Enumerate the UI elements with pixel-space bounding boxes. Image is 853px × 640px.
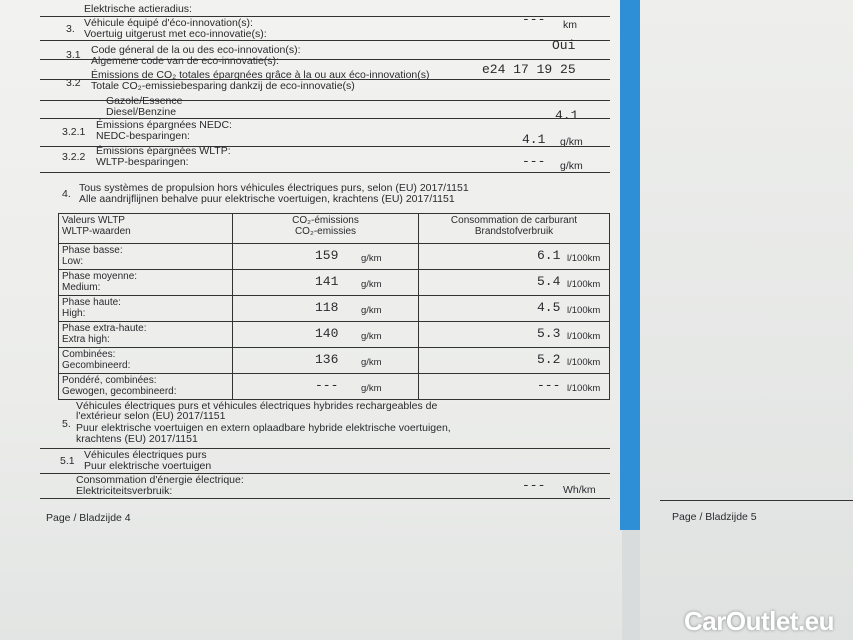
s321-nl: NEDC-besparingen: <box>96 130 190 142</box>
header-fr: CO₂-émissions <box>292 215 359 226</box>
blue-strip <box>620 0 640 530</box>
table-row: Combinées: Gecombineerd: 136 g/km 5.2 l/100… <box>58 347 610 374</box>
watermark-logo: CarOutlet.eu <box>684 606 835 636</box>
co2-unit: g/km <box>361 253 382 264</box>
s4-num: 4. <box>62 188 71 200</box>
co2-unit: g/km <box>361 383 382 394</box>
co2-value: --- <box>315 378 339 393</box>
document-page-4: Elektrische actieradius: 3. Véhicule équ… <box>0 0 622 640</box>
s322-fr: Émissions épargnées WLTP: <box>96 145 231 157</box>
s322-unit: g/km <box>560 160 583 172</box>
s4-fr: Tous systèmes de propulsion hors véhicul… <box>79 182 469 194</box>
row-label-nl: Gewogen, gecombineerd: <box>62 386 177 397</box>
s321-unit: g/km <box>560 136 583 148</box>
s3-answer: Oui <box>552 38 576 53</box>
s5-nl1: Puur elektrische voertuigen en extern op… <box>76 422 451 434</box>
table-row: Phase extra-haute: Extra high: 140 g/km 5.… <box>58 321 610 348</box>
table-row: Phase basse: Low: 159 g/km 6.1 l/100km <box>58 243 610 270</box>
wltp-table: Valeurs WLTP WLTP-waarden CO₂-émissions CO… <box>58 213 610 400</box>
table-row: Phase haute: High: 118 g/km 4.5 l/100km <box>58 295 610 322</box>
s32-nl: Totale CO₂-emissiebesparing dankzij de e… <box>91 80 355 92</box>
elec-nl: Elektriciteitsverbruik: <box>76 485 173 497</box>
s32-fr: Émissions de CO₂ totales épargnées grâce… <box>91 69 430 81</box>
fuel-value: 6.1 <box>537 248 561 263</box>
row-label-nl: Low: <box>62 256 84 267</box>
row-label-nl: Medium: <box>62 282 101 293</box>
co2-value: 159 <box>315 248 339 263</box>
document-page-5: Page / Bladzijde 5 <box>640 0 853 640</box>
s4-nl: Alle aandrijflijnen behalve puur elektri… <box>79 193 455 205</box>
row-label-fr: Phase haute: <box>62 297 121 308</box>
table-header: Valeurs WLTP WLTP-waarden CO₂-émissions CO… <box>58 213 610 244</box>
elec-fr: Consommation d'énergie électrique: <box>76 474 244 486</box>
s3-unit: km <box>563 19 577 31</box>
row-label-nl: High: <box>62 308 86 319</box>
co2-unit: g/km <box>361 305 382 316</box>
s322-num: 3.2.2 <box>62 151 86 163</box>
s3-value: --- <box>522 12 546 27</box>
s5-fr1: Véhicules électriques purs et véhicules … <box>76 400 438 412</box>
fuel-unit: l/100km <box>567 253 601 264</box>
header-nl: WLTP-waarden <box>62 226 131 237</box>
s321-value: 4.1 <box>522 132 546 147</box>
co2-value: 136 <box>315 352 339 367</box>
co2-value: 140 <box>315 326 339 341</box>
fuel-fr: Gazole/Essence <box>106 95 183 107</box>
s322-value: --- <box>522 154 546 169</box>
s51-fr: Véhicules électriques purs <box>84 449 207 461</box>
elec-unit: Wh/km <box>563 484 596 496</box>
s5-fr2: l'extérieur selon (EU) 2017/1151 <box>76 410 226 422</box>
top-row-label: Elektrische actieradius: <box>84 3 192 15</box>
table-row: Phase moyenne: Medium: 141 g/km 5.4 l/100km <box>58 269 610 296</box>
co2-unit: g/km <box>361 331 382 342</box>
s322-nl: WLTP-besparingen: <box>96 156 189 168</box>
fuel-nl: Diesel/Benzine <box>106 106 177 118</box>
s5-nl2: krachtens (EU) 2017/1151 <box>76 433 198 445</box>
s3-num: 3. <box>66 23 75 35</box>
header-nl: CO₂-emissies <box>294 226 357 237</box>
fuel-value: --- <box>537 378 561 393</box>
s31-fr: Code géneral de la ou des eco-innovation… <box>91 44 301 56</box>
s51-nl: Puur elektrische voertuigen <box>84 460 212 472</box>
fuel-unit: l/100km <box>567 383 601 394</box>
row-label-fr: Phase moyenne: <box>62 271 138 282</box>
fuel-value: 4.5 <box>537 300 561 315</box>
fuel-unit: l/100km <box>567 279 601 290</box>
fuel-unit: l/100km <box>567 305 601 316</box>
co2-value: 141 <box>315 274 339 289</box>
s321-fr: Émissions épargnées NEDC: <box>96 119 232 131</box>
fuel-unit: l/100km <box>567 331 601 342</box>
s321-num: 3.2.1 <box>62 126 86 138</box>
header-nl: Brandstofverbruik <box>474 226 554 237</box>
row-label-fr: Combinées: <box>62 349 116 360</box>
page-footer: Page / Bladzijde 4 <box>46 512 131 524</box>
row-label-nl: Gecombineerd: <box>62 360 131 371</box>
fuel-value: 5.3 <box>537 326 561 341</box>
row-label-fr: Pondéré, combinées: <box>62 375 157 386</box>
co2-unit: g/km <box>361 357 382 368</box>
page-footer: Page / Bladzijde 5 <box>672 511 757 523</box>
fuel-value: 5.2 <box>537 352 561 367</box>
s31-num: 3.1 <box>66 49 81 61</box>
s5-num: 5. <box>62 418 71 430</box>
row-label-fr: Phase extra-haute: <box>62 323 147 334</box>
co2-unit: g/km <box>361 279 382 290</box>
header-fr: Consommation de carburant <box>450 215 578 226</box>
s3-nl: Voertuig uitgerust met eco-innovatie(s): <box>84 28 267 40</box>
table-row: Pondéré, combinées: Gewogen, gecombineerd… <box>58 373 610 400</box>
header-fr: Valeurs WLTP <box>62 215 125 226</box>
row-label-nl: Extra high: <box>62 334 110 345</box>
s32-num: 3.2 <box>66 77 81 89</box>
fuel-unit: l/100km <box>567 357 601 368</box>
s31-value: e24 17 19 25 <box>482 62 576 77</box>
fuel-value: 5.4 <box>537 274 561 289</box>
s31-nl: Algemene code van de eco-innovatie(s): <box>91 55 279 67</box>
row-label-fr: Phase basse: <box>62 245 123 256</box>
s32-value: 4.1 <box>555 108 579 123</box>
co2-value: 118 <box>315 300 339 315</box>
elec-value: --- <box>522 478 546 493</box>
s3-fr: Véhicule équipé d'éco-innovation(s): <box>84 17 253 29</box>
s51-num: 5.1 <box>60 455 75 467</box>
